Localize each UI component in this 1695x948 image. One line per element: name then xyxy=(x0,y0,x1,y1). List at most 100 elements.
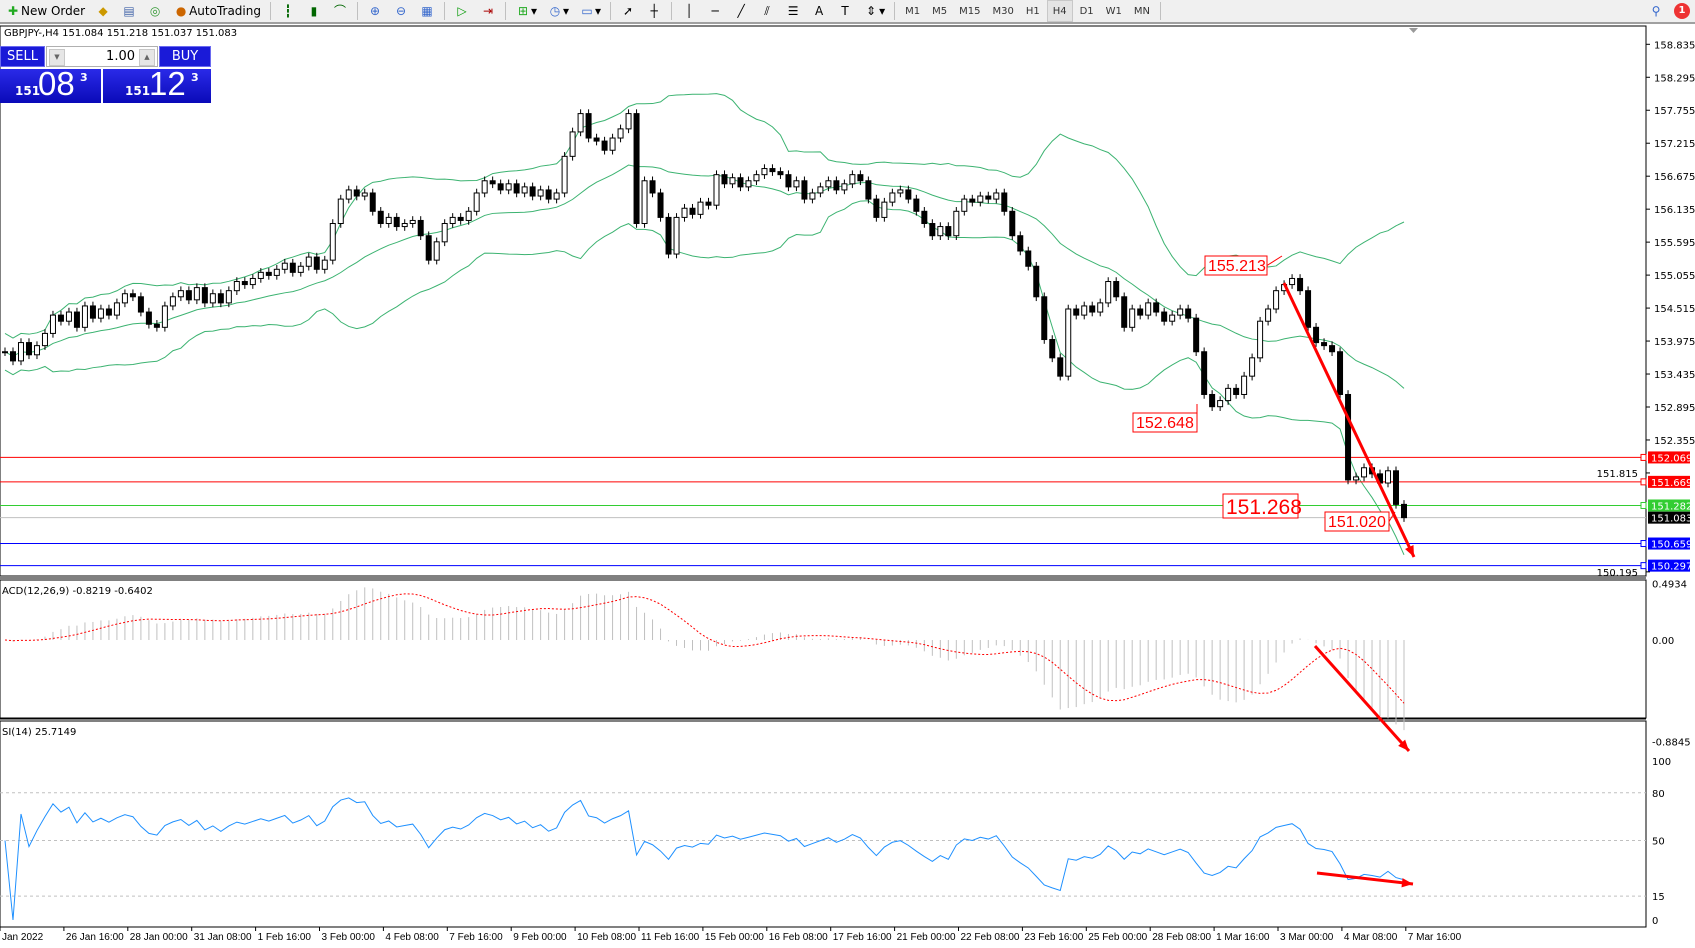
price-annotation: 152.648 xyxy=(1136,415,1194,432)
bearish-candle xyxy=(1209,393,1216,408)
new-order-button[interactable]: ✚ New Order xyxy=(1,1,89,21)
bearish-candle xyxy=(129,293,136,298)
macd-pane-frame xyxy=(0,579,1647,719)
line-handle xyxy=(1640,478,1647,486)
fibonacci-button[interactable]: ☰ xyxy=(781,1,805,21)
chart-shift-button[interactable]: ⇥ xyxy=(476,1,500,21)
bearish-candle xyxy=(241,281,248,286)
lot-decrease-button[interactable]: ▼ xyxy=(49,49,65,66)
bearish-candle xyxy=(801,180,808,200)
bearish-candle xyxy=(57,314,64,322)
crosshair-icon: ┼ xyxy=(650,4,658,18)
bearish-candle xyxy=(1393,470,1400,505)
horizontal-line-button[interactable]: ─ xyxy=(703,1,727,21)
bullish-candle xyxy=(337,198,344,225)
bearish-candle xyxy=(921,210,928,225)
bearish-candle xyxy=(1001,192,1008,212)
timeframe-mn[interactable]: MN xyxy=(1133,5,1151,17)
timeframe-h1[interactable]: H1 xyxy=(1025,5,1040,17)
autoscroll-icon: ▷ xyxy=(457,4,467,18)
notifications-button[interactable]: 1 xyxy=(1670,1,1694,21)
bullish-candle xyxy=(449,216,456,225)
bullish-candle xyxy=(193,287,200,301)
price-tick-label: 155.595 xyxy=(1654,238,1695,249)
bearish-candle xyxy=(105,308,112,316)
timeframe-bar: M1 M5 M15 M30 H1 H4 D1 W1 MN xyxy=(899,0,1156,22)
tile-windows-button[interactable]: ▦ xyxy=(415,1,439,21)
bullish-candle xyxy=(441,223,448,243)
search-button[interactable]: ⚲ xyxy=(1644,1,1668,21)
bearish-candle xyxy=(1057,357,1064,377)
lot-size-input[interactable]: ▼ 1.00 ▲ xyxy=(46,46,158,67)
bearish-candle xyxy=(865,180,872,200)
lot-increase-button[interactable]: ▲ xyxy=(139,49,155,66)
text-button[interactable]: A xyxy=(807,1,831,21)
bearish-candle xyxy=(1009,210,1016,237)
periods-button[interactable]: ◷ ▾ xyxy=(543,1,573,21)
timeframe-h4[interactable]: H4 xyxy=(1046,0,1073,22)
bullish-candle xyxy=(465,210,472,221)
equidistant-channel-button[interactable]: ⫽ xyxy=(755,1,779,21)
rsi-arrow-head xyxy=(1401,878,1413,888)
bullish-candle xyxy=(993,192,1000,200)
bollinger-lower-band xyxy=(4,200,1405,556)
bullish-candle xyxy=(817,186,824,194)
chart-area[interactable]: 152.069 151.669 151.282 151.083 150.659 150.2… xyxy=(0,24,1695,948)
crosshair-button[interactable]: ┼ xyxy=(642,1,666,21)
bearish-candle xyxy=(153,323,160,328)
cursor-button[interactable]: ➚ xyxy=(616,1,640,21)
bearish-candle xyxy=(497,183,504,191)
line-chart-icon: ⌒ xyxy=(333,4,346,18)
bullish-candle xyxy=(297,265,304,273)
bearish-candle xyxy=(1185,308,1192,319)
bullish-candle xyxy=(1177,308,1184,316)
price-annotation-box xyxy=(1204,255,1268,276)
autotrading-button[interactable]: ● AutoTrading xyxy=(169,1,265,21)
bearish-candle xyxy=(73,311,80,328)
signals-button[interactable]: ◎ xyxy=(143,1,167,21)
bullish-candle xyxy=(1105,281,1112,304)
rsi-label: SI(14) 25.7149 xyxy=(2,727,76,738)
bullish-candle xyxy=(849,174,856,185)
sell-price[interactable]: 151 08 3 xyxy=(0,65,101,103)
bullish-candle xyxy=(169,296,176,307)
bearish-candle xyxy=(985,195,992,200)
timeframe-m30[interactable]: M30 xyxy=(992,5,1014,17)
bar-chart-button[interactable]: ┇ xyxy=(276,1,300,21)
history-center-button[interactable]: ◆ xyxy=(91,1,115,21)
bullish-candle xyxy=(553,192,560,200)
zoom-out-button[interactable]: ⊖ xyxy=(389,1,413,21)
timeframe-m5[interactable]: M5 xyxy=(932,5,948,17)
arrows-button[interactable]: ⇕ ▾ xyxy=(859,1,889,21)
trend-arrow-head xyxy=(1405,545,1414,557)
buy-price[interactable]: 151 12 3 xyxy=(103,65,211,103)
bullish-candle xyxy=(177,290,184,298)
timeframe-d1[interactable]: D1 xyxy=(1079,5,1094,17)
line-chart-button[interactable]: ⌒ xyxy=(328,1,352,21)
bearish-candle xyxy=(417,219,424,237)
zoom-in-button[interactable]: ⊕ xyxy=(363,1,387,21)
templates-button[interactable]: ▭ ▾ xyxy=(575,1,605,21)
text-label-button[interactable]: T xyxy=(833,1,857,21)
data-window-button[interactable]: ▤ xyxy=(117,1,141,21)
time-label: 4 Feb 08:00 xyxy=(385,932,439,943)
indicators-button[interactable]: ⊞ ▾ xyxy=(511,1,541,21)
separator xyxy=(1160,2,1162,20)
timeframe-m1[interactable]: M1 xyxy=(905,5,921,17)
vertical-line-button[interactable]: │ xyxy=(677,1,701,21)
bullish-candle xyxy=(385,216,392,225)
bearish-candle xyxy=(1113,281,1120,298)
time-label: 16 Feb 08:00 xyxy=(769,932,828,943)
buy-button[interactable]: BUY xyxy=(159,46,211,67)
trendline-button[interactable]: ╱ xyxy=(729,1,753,21)
sell-button[interactable]: SELL xyxy=(0,46,45,67)
bearish-candle xyxy=(313,256,320,270)
timeframe-m15[interactable]: M15 xyxy=(959,5,981,17)
autoscroll-button[interactable]: ▷ xyxy=(450,1,474,21)
line-handle xyxy=(1640,562,1647,570)
timeframe-w1[interactable]: W1 xyxy=(1105,5,1122,17)
candlestick-button[interactable]: ▮ xyxy=(302,1,326,21)
time-label: 23 Feb 16:00 xyxy=(1024,932,1083,943)
bearish-candle xyxy=(1153,302,1160,313)
candlestick-icon: ▮ xyxy=(310,4,318,18)
